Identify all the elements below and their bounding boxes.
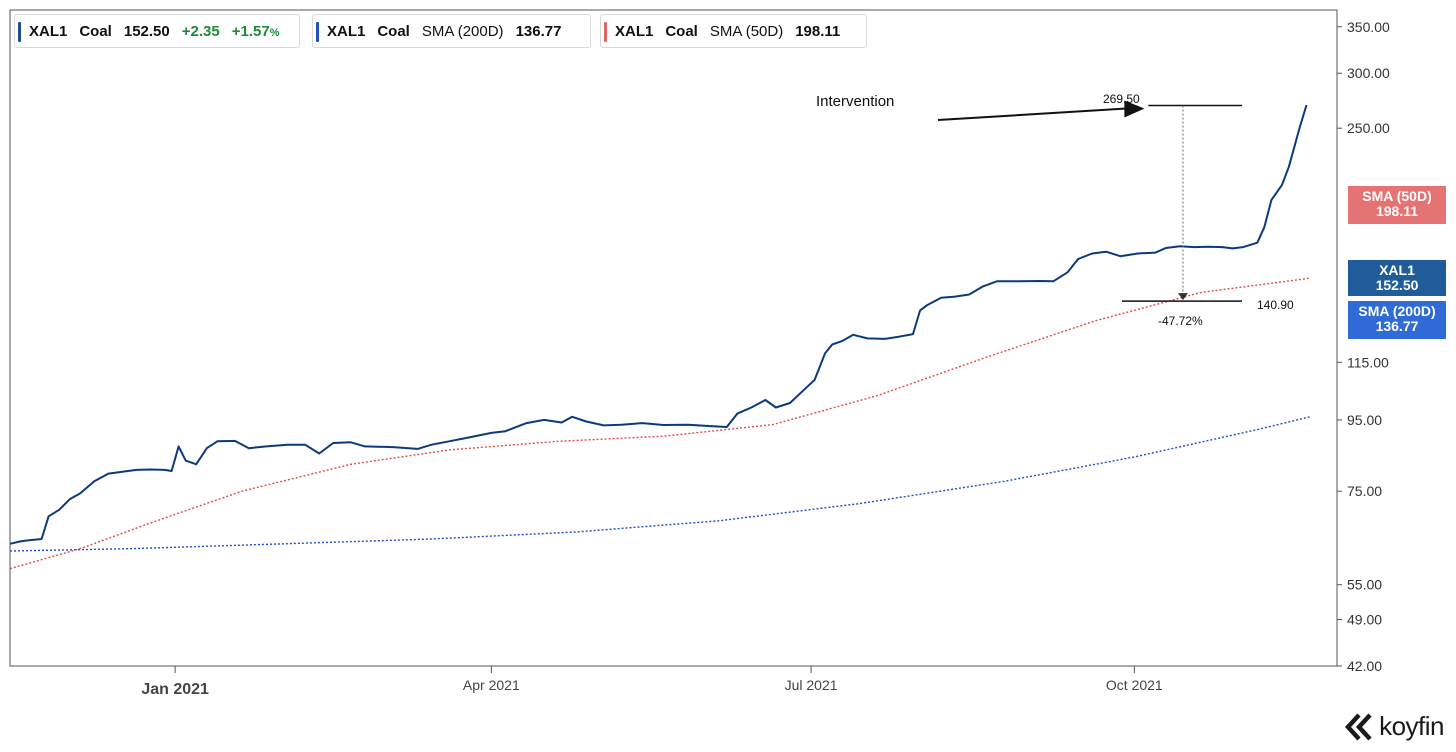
legend-name: Coal [79,22,112,40]
x-axis: Jan 2021 Apr 2021 Jul 2021 Oct 2021 [141,666,1163,698]
legend-change-pct: +1.57% [232,23,280,40]
y-tick-label: 42.00 [1347,658,1382,674]
x-tick-label: Apr 2021 [463,677,520,693]
legend-sma-50[interactable]: XAL1 Coal SMA (50D) 198.11 [600,14,867,48]
legend-price[interactable]: XAL1 Coal 152.50 +2.35 +1.57% [14,14,300,48]
x-tick-label: Jan 2021 [141,681,209,698]
price-tag-value: 152.50 [1375,277,1419,293]
legend-sma-200[interactable]: XAL1 Coal SMA (200D) 136.77 [312,14,591,48]
price-tag-sma-50: SMA (50D) 198.11 [1348,186,1446,224]
intervention-arrow-line [937,107,1127,121]
legend-change-pct-value: +1.57 [231,22,270,40]
sma-200-line [9,416,1311,552]
drop-percent-label: -47.72% [1158,314,1203,328]
y-axis: 350.00 300.00 250.00 115.00 95.00 75.00 55.00 4… [1337,19,1390,674]
legend-swatch [604,22,607,42]
sma-50-line [9,277,1311,570]
y-tick-label: 55.00 [1347,577,1382,593]
plot-frame [9,9,1338,667]
y-tick-label: 75.00 [1347,483,1382,499]
legend-value: 198.11 [795,22,841,40]
y-tick-label: 350.00 [1347,19,1390,35]
legend-symbol: XAL1 [327,22,366,40]
legend-change: +2.35 [181,22,220,40]
intervention-label: Intervention [816,93,894,110]
legend-swatch [316,22,319,42]
legend-name: Coal [665,22,698,40]
legend-symbol: XAL1 [29,22,68,40]
x-tick-label: Jul 2021 [785,677,838,693]
legend-name: Coal [377,22,410,40]
koyfin-logo: koyfin [1345,711,1444,742]
legend-symbol: XAL1 [615,22,654,40]
price-tag-value: 198.11 [1375,203,1419,219]
price-tag-price: XAL1 152.50 [1348,260,1446,296]
peak-value-label: 269.50 [1103,92,1140,106]
annotation-layer: Intervention 269.50 140.90 -47.72% [816,92,1294,328]
price-tag-label: SMA (50D) [1362,188,1432,204]
y-tick-label: 95.00 [1347,412,1382,428]
price-tag-label: SMA (200D) [1358,303,1436,319]
price-tag-sma-200: SMA (200D) 136.77 [1348,301,1446,339]
y-tick-label: 115.00 [1347,354,1389,370]
koyfin-chevron-icon [1345,712,1372,741]
legend-value: 152.50 [123,22,170,40]
measure-arrow-head [1178,293,1188,301]
legend-indicator: SMA (50D) [709,22,784,40]
y-tick-label: 300.00 [1347,65,1390,81]
legend-swatch [18,22,21,42]
legend-pct-sign: % [269,26,280,39]
low-value-label: 140.90 [1257,298,1294,312]
series-layer [9,104,1311,570]
price-tag-label: XAL1 [1379,262,1415,278]
intervention-arrow-head [1124,100,1145,118]
x-tick-label: Oct 2021 [1106,677,1163,693]
legend-value: 136.77 [515,22,562,40]
y-tick-label: 49.00 [1347,612,1382,628]
y-tick-label: 250.00 [1347,120,1390,136]
price-tag-value: 136.77 [1375,318,1419,334]
legend-indicator: SMA (200D) [421,22,504,40]
price-line [9,104,1308,545]
brand-name: koyfin [1379,711,1444,741]
